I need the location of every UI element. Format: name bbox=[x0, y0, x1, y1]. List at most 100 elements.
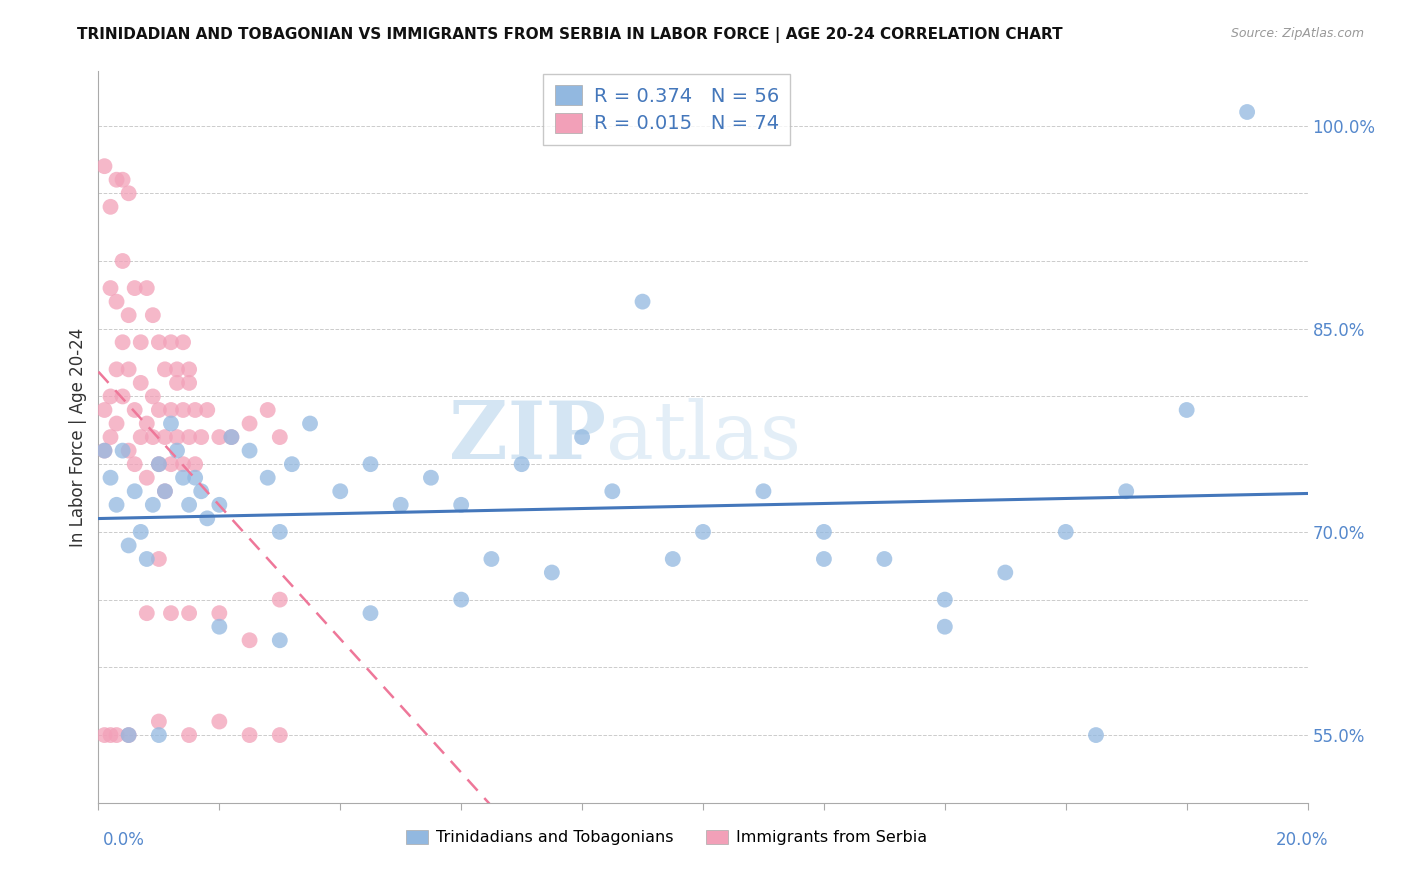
Point bbox=[450, 592, 472, 607]
Point bbox=[100, 728, 122, 742]
Point bbox=[93, 159, 115, 173]
Point bbox=[148, 403, 170, 417]
Y-axis label: In Labor Force | Age 20-24: In Labor Force | Age 20-24 bbox=[69, 327, 87, 547]
Point bbox=[299, 417, 322, 431]
Point bbox=[148, 335, 170, 350]
Point bbox=[1236, 105, 1258, 120]
Point bbox=[329, 484, 352, 499]
Point bbox=[142, 308, 165, 322]
Point bbox=[111, 389, 134, 403]
Point bbox=[389, 498, 412, 512]
Point bbox=[752, 484, 775, 499]
Point bbox=[934, 592, 956, 607]
Point bbox=[208, 430, 231, 444]
Point bbox=[135, 417, 157, 431]
Point bbox=[111, 254, 134, 268]
Point bbox=[190, 430, 212, 444]
Point bbox=[160, 335, 183, 350]
Point bbox=[118, 538, 141, 552]
Point bbox=[179, 606, 201, 620]
Point bbox=[269, 430, 291, 444]
Point bbox=[142, 430, 165, 444]
Point bbox=[124, 457, 146, 471]
Point bbox=[166, 376, 188, 390]
Point bbox=[124, 484, 146, 499]
Point bbox=[1054, 524, 1077, 539]
Point bbox=[153, 430, 176, 444]
Point bbox=[129, 376, 152, 390]
Text: 0.0%: 0.0% bbox=[103, 831, 145, 849]
Point bbox=[172, 471, 194, 485]
Point bbox=[105, 417, 128, 431]
Point bbox=[195, 511, 218, 525]
Point bbox=[160, 457, 183, 471]
Point bbox=[934, 620, 956, 634]
Point bbox=[481, 552, 503, 566]
Point bbox=[179, 498, 201, 512]
Point bbox=[105, 362, 128, 376]
Point bbox=[93, 443, 115, 458]
Point bbox=[360, 457, 382, 471]
Point bbox=[129, 430, 152, 444]
Point bbox=[221, 430, 243, 444]
Point bbox=[148, 457, 170, 471]
Point bbox=[124, 281, 146, 295]
Point bbox=[148, 728, 170, 742]
Point bbox=[269, 728, 291, 742]
Point bbox=[221, 430, 243, 444]
Point bbox=[142, 389, 165, 403]
Point bbox=[111, 335, 134, 350]
Point bbox=[105, 172, 128, 186]
Point bbox=[190, 484, 212, 499]
Point bbox=[160, 606, 183, 620]
Point bbox=[160, 417, 183, 431]
Point bbox=[571, 430, 593, 444]
Point bbox=[142, 498, 165, 512]
Point bbox=[813, 524, 835, 539]
Point bbox=[135, 471, 157, 485]
Point bbox=[269, 592, 291, 607]
Text: 20.0%: 20.0% bbox=[1277, 831, 1329, 849]
Text: TRINIDADIAN AND TOBAGONIAN VS IMMIGRANTS FROM SERBIA IN LABOR FORCE | AGE 20-24 : TRINIDADIAN AND TOBAGONIAN VS IMMIGRANTS… bbox=[77, 27, 1063, 43]
Point bbox=[160, 403, 183, 417]
Point bbox=[100, 200, 122, 214]
Point bbox=[281, 457, 304, 471]
Point bbox=[166, 443, 188, 458]
Point bbox=[93, 443, 115, 458]
Point bbox=[111, 443, 134, 458]
Point bbox=[179, 728, 201, 742]
Point bbox=[153, 484, 176, 499]
Point bbox=[172, 457, 194, 471]
Point bbox=[239, 443, 262, 458]
Point bbox=[166, 362, 188, 376]
Point bbox=[873, 552, 896, 566]
Point bbox=[208, 714, 231, 729]
Point bbox=[540, 566, 562, 580]
Point bbox=[269, 633, 291, 648]
Point bbox=[172, 335, 194, 350]
Point bbox=[153, 484, 176, 499]
Point bbox=[602, 484, 624, 499]
Point bbox=[208, 620, 231, 634]
Point bbox=[93, 728, 115, 742]
Point bbox=[450, 498, 472, 512]
Point bbox=[100, 389, 122, 403]
Point bbox=[129, 524, 152, 539]
Point bbox=[166, 430, 188, 444]
Point bbox=[1085, 728, 1108, 742]
Point bbox=[105, 728, 128, 742]
Point bbox=[184, 457, 207, 471]
Point bbox=[135, 281, 157, 295]
Point bbox=[118, 186, 141, 201]
Point bbox=[360, 606, 382, 620]
Point bbox=[129, 335, 152, 350]
Point bbox=[179, 362, 201, 376]
Text: atlas: atlas bbox=[606, 398, 801, 476]
Point bbox=[994, 566, 1017, 580]
Point bbox=[118, 308, 141, 322]
Point bbox=[100, 281, 122, 295]
Point bbox=[105, 294, 128, 309]
Point bbox=[148, 457, 170, 471]
Point bbox=[510, 457, 533, 471]
Point bbox=[184, 403, 207, 417]
